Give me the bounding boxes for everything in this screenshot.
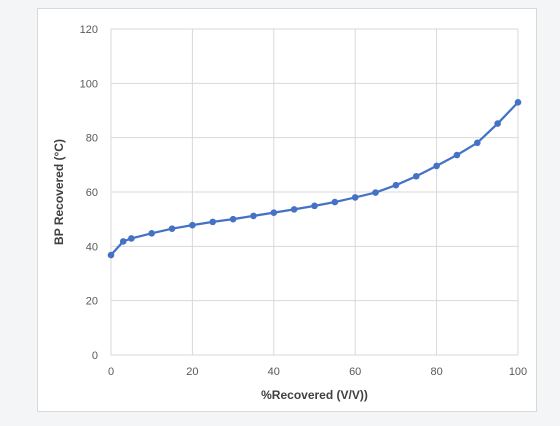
data-point xyxy=(119,238,127,245)
y-tick-label: 20 xyxy=(86,296,98,308)
data-point xyxy=(128,235,135,242)
y-tick-label: 40 xyxy=(86,241,98,253)
x-tick-label: 40 xyxy=(268,366,280,378)
data-point xyxy=(168,225,176,232)
y-tick-label: 60 xyxy=(86,187,98,199)
data-point xyxy=(331,198,339,206)
data-point xyxy=(494,120,501,127)
x-axis-title: %Recovered (V/V)) xyxy=(261,388,368,402)
x-tick-label: 100 xyxy=(509,366,527,378)
x-tick-label: 0 xyxy=(108,366,114,378)
data-point xyxy=(311,202,318,210)
data-point xyxy=(453,151,461,159)
data-point xyxy=(514,99,522,106)
data-point xyxy=(107,251,115,259)
data-point xyxy=(290,206,298,213)
data-point xyxy=(474,139,481,147)
data-point xyxy=(250,212,257,220)
data-point xyxy=(229,215,237,223)
data-point xyxy=(270,209,278,216)
data-point xyxy=(209,218,217,226)
data-point xyxy=(351,194,359,201)
y-tick-label: 100 xyxy=(80,78,98,90)
data-point xyxy=(412,172,420,180)
data-point xyxy=(189,221,196,229)
y-tick-label: 0 xyxy=(92,350,98,362)
x-tick-label: 60 xyxy=(349,366,361,378)
data-point xyxy=(392,181,400,189)
data-point xyxy=(372,189,379,196)
series-line xyxy=(110,101,519,256)
data-point xyxy=(433,162,440,170)
line-chart: 0 20 40 60 80 100 120 0 20 40 60 80 100 %Recovered (V… xyxy=(52,24,527,402)
data-point xyxy=(148,229,155,237)
chart-frame: 0 20 40 60 80 100 120 0 20 40 60 80 100 %Recovered (V… xyxy=(37,8,537,412)
y-tick-label: 80 xyxy=(86,133,98,145)
x-tick-label: 20 xyxy=(186,366,198,378)
x-tick-label: 80 xyxy=(430,366,442,378)
y-axis-title: BP Recovered (°C) xyxy=(52,139,66,245)
y-tick-label: 120 xyxy=(80,24,98,36)
